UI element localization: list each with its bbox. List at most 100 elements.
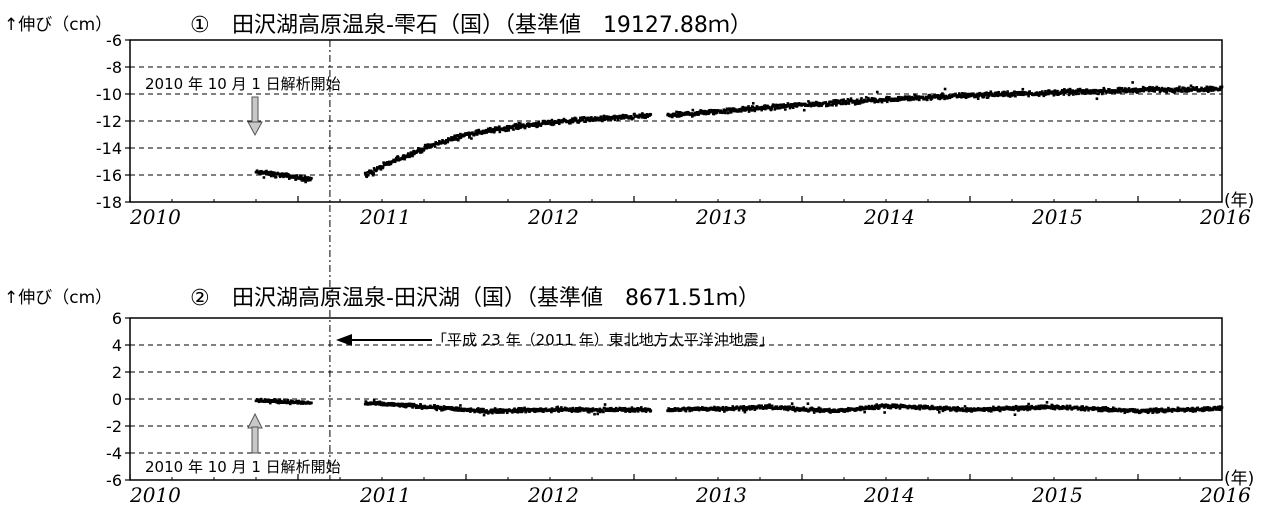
data-point	[378, 400, 382, 404]
data-point	[950, 95, 954, 99]
data-point	[968, 92, 972, 96]
data-point	[770, 406, 773, 409]
data-point	[1067, 406, 1071, 410]
data-point	[572, 118, 576, 122]
data-point	[556, 405, 560, 409]
data-point	[837, 410, 841, 413]
data-point	[536, 125, 540, 128]
data-point	[1153, 90, 1157, 93]
data-point	[512, 128, 515, 131]
data-point	[476, 407, 480, 410]
data-point	[941, 409, 945, 413]
data-point	[372, 172, 375, 175]
data-point	[846, 409, 850, 413]
data-point	[1212, 86, 1215, 90]
data-point	[1097, 92, 1100, 96]
data-point	[571, 117, 574, 120]
data-point	[1013, 90, 1016, 94]
data-point	[388, 160, 391, 164]
data-point	[641, 112, 644, 115]
data-point	[1130, 88, 1134, 91]
data-point	[674, 113, 678, 117]
data-point	[918, 98, 921, 102]
data-point	[895, 97, 899, 101]
data-point	[498, 125, 501, 128]
data-point	[1043, 404, 1047, 407]
data-point	[542, 410, 545, 413]
data-point	[1037, 94, 1041, 97]
data-point	[746, 107, 750, 110]
data-point	[820, 104, 823, 108]
data-point	[380, 403, 383, 407]
data-point	[726, 107, 729, 111]
data-point	[1185, 90, 1189, 93]
data-point	[969, 407, 973, 410]
data-point	[289, 402, 292, 406]
data-point	[1213, 405, 1217, 409]
data-point	[498, 411, 501, 414]
data-point	[832, 102, 836, 105]
data-point	[1027, 402, 1030, 406]
data-point	[1071, 89, 1075, 92]
data-point	[764, 104, 768, 108]
data-point	[976, 97, 980, 101]
data-point	[729, 111, 733, 114]
data-point	[455, 406, 459, 409]
data-point	[942, 94, 946, 98]
data-point	[268, 401, 272, 405]
data-point	[599, 115, 603, 119]
data-point	[833, 100, 837, 103]
data-point	[707, 408, 711, 412]
data-point	[1068, 87, 1072, 91]
data-point	[955, 409, 958, 413]
data-point	[1067, 88, 1070, 92]
data-point	[497, 127, 501, 131]
data-point	[981, 409, 985, 412]
data-point	[644, 410, 648, 413]
data-point	[1155, 85, 1159, 89]
data-point	[550, 122, 553, 125]
data-point	[1063, 88, 1066, 91]
data-point	[557, 122, 561, 126]
data-point	[551, 123, 554, 127]
data-point	[443, 407, 447, 411]
data-point	[1116, 89, 1119, 93]
data-point	[844, 99, 848, 103]
data-point	[841, 102, 844, 106]
data-point	[593, 116, 597, 119]
data-point	[365, 175, 369, 179]
data-point	[764, 404, 767, 407]
chart-1-number: ①	[190, 13, 210, 38]
data-point	[972, 92, 975, 96]
chart-2-series	[254, 397, 1224, 417]
data-point	[863, 410, 866, 414]
data-point	[807, 103, 811, 107]
data-point	[1112, 409, 1116, 413]
data-point	[690, 115, 694, 118]
data-point	[1152, 407, 1155, 411]
data-point	[611, 115, 615, 119]
data-point	[1203, 408, 1207, 411]
data-point	[867, 404, 871, 408]
data-point	[493, 126, 497, 129]
data-point	[1110, 409, 1114, 413]
data-point	[1089, 92, 1092, 95]
data-point	[1146, 86, 1150, 90]
data-point	[278, 398, 282, 401]
data-point	[831, 410, 835, 414]
data-point	[743, 408, 746, 412]
data-point	[1005, 92, 1009, 95]
data-point	[1188, 407, 1192, 411]
data-point	[1037, 404, 1040, 408]
data-point	[829, 103, 833, 107]
data-point	[565, 407, 568, 410]
data-point	[717, 406, 721, 410]
data-point	[1113, 91, 1117, 95]
data-point	[1095, 89, 1098, 92]
data-point	[525, 124, 528, 128]
data-point	[848, 409, 852, 412]
data-point	[963, 92, 967, 95]
data-point	[997, 90, 1000, 94]
data-point	[259, 397, 263, 401]
data-point	[539, 124, 543, 127]
